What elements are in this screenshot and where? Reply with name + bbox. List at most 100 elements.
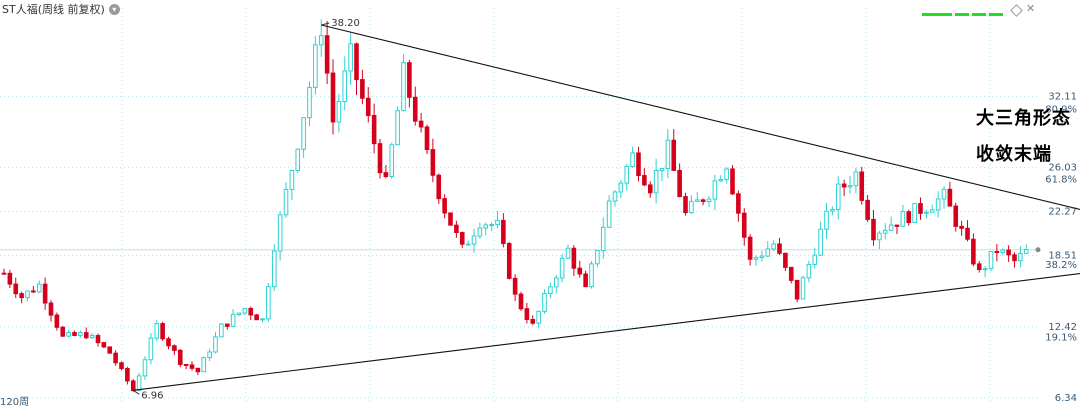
candle-body	[125, 368, 130, 382]
candle-body	[583, 273, 588, 288]
candle-body	[853, 171, 859, 187]
candle-body	[612, 191, 618, 202]
candle-body	[606, 200, 612, 228]
candle-body	[230, 313, 236, 327]
candle-body	[7, 272, 13, 285]
candle-body	[765, 248, 771, 257]
candle-body	[700, 199, 706, 203]
candle-body	[630, 152, 635, 168]
candle-body	[36, 283, 42, 293]
candle-body	[935, 198, 941, 211]
candle-body	[900, 211, 906, 227]
candle-body	[718, 179, 724, 182]
candle-body	[142, 359, 148, 377]
chart-title: ST人福(周线 前复权)	[2, 3, 105, 16]
candle-body	[771, 243, 776, 250]
candle-body	[906, 211, 912, 223]
candle-body	[148, 337, 154, 361]
candle-body	[683, 196, 688, 214]
candle-body	[730, 168, 735, 195]
candle-body	[389, 144, 395, 178]
candle-body	[1023, 249, 1029, 254]
candle-body	[818, 228, 823, 256]
candle-body	[847, 185, 853, 188]
candle-body	[277, 214, 283, 252]
candle-body	[383, 172, 389, 178]
candle-body	[301, 117, 306, 150]
candle-body	[365, 97, 371, 116]
candle-body	[894, 224, 900, 227]
candle-body	[172, 345, 177, 351]
candle-body	[295, 148, 301, 172]
close-icon[interactable]: ✕	[1026, 2, 1036, 15]
candle-body	[953, 205, 959, 227]
y-axis-tick-label: 6.34	[1055, 393, 1077, 404]
candle-body	[882, 229, 888, 234]
candle-body	[559, 257, 565, 279]
candle-body	[477, 227, 483, 237]
candle-body	[689, 200, 694, 214]
candle-body	[859, 171, 865, 201]
chart-title-bar[interactable]: ST人福(周线 前复权) ▾	[2, 1, 120, 17]
candle-body	[313, 44, 318, 88]
candle-body	[465, 243, 471, 246]
candle-body	[360, 79, 365, 99]
candle-body	[42, 283, 48, 304]
trendline-upper	[321, 24, 1080, 211]
fib-level-label: 80.9%	[1045, 104, 1077, 115]
candle-body	[283, 188, 289, 216]
candle-body	[454, 224, 459, 234]
candle-body	[988, 251, 994, 270]
candle-body	[1018, 252, 1023, 262]
candle-body	[800, 277, 806, 300]
candle-body	[242, 307, 248, 314]
candle-body	[83, 332, 89, 339]
candle-body	[888, 224, 894, 231]
candle-body	[994, 251, 1000, 254]
candle-body	[841, 183, 847, 188]
low-price-label: 6.96	[141, 390, 163, 401]
candle-body	[524, 308, 530, 320]
candle-body	[266, 286, 271, 320]
candle-body	[677, 169, 682, 198]
candle-body	[600, 226, 606, 252]
candle-body	[565, 247, 571, 259]
candle-body	[871, 218, 876, 241]
candle-body	[706, 198, 712, 203]
candle-body	[783, 252, 788, 268]
candle-body	[13, 283, 19, 295]
pattern-annotation-line2: 收敛末端	[976, 144, 1052, 165]
candle-body	[653, 169, 659, 194]
candle-body	[436, 174, 442, 200]
candle-body	[495, 219, 500, 226]
candle-body	[448, 212, 453, 226]
candle-body	[512, 277, 518, 295]
candle-body	[418, 120, 424, 128]
candle-body	[812, 254, 818, 265]
candle-body	[183, 363, 189, 366]
candle-body	[471, 235, 477, 245]
candle-body	[78, 332, 83, 336]
fib-level-label: 61.8%	[1045, 175, 1077, 186]
candle-body	[1012, 254, 1017, 262]
chevron-down-icon[interactable]: ▾	[108, 3, 120, 15]
candle-body	[918, 203, 923, 214]
candle-body	[712, 180, 718, 200]
candle-body	[430, 149, 436, 176]
candle-body	[136, 375, 142, 392]
candle-body	[459, 232, 465, 245]
candle-body	[724, 168, 729, 181]
candle-body	[753, 257, 759, 260]
candle-body	[219, 323, 224, 338]
candle-body	[66, 332, 71, 337]
candle-body	[254, 314, 259, 321]
candle-body	[377, 143, 383, 174]
candle-body	[289, 170, 295, 190]
candle-body	[201, 357, 207, 373]
candle-body	[542, 293, 547, 312]
candle-body	[330, 72, 336, 123]
candle-body	[213, 336, 218, 353]
candle-body	[260, 318, 265, 321]
candle-body	[536, 310, 541, 324]
